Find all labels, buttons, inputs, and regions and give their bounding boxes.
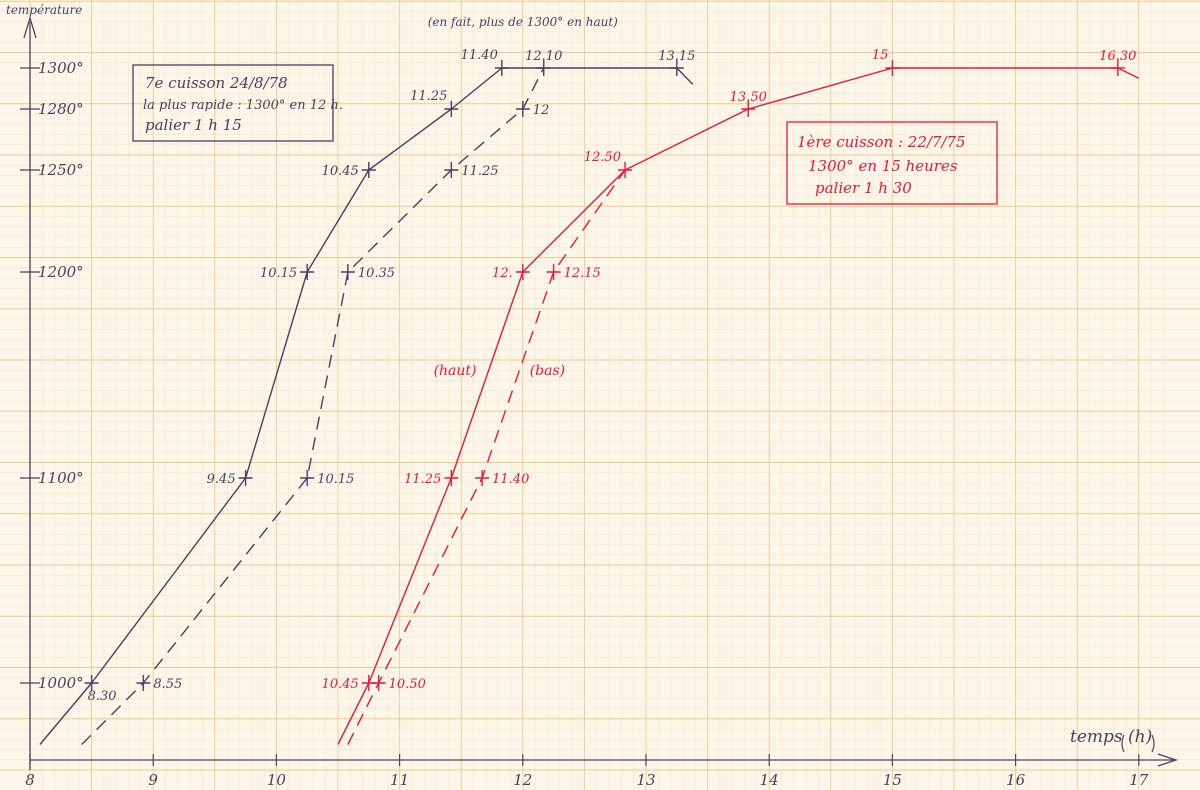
series-3-point-mark [515, 264, 530, 280]
series-1-point-label: 11.25 [410, 89, 447, 104]
series-1-point-label: 12.10 [525, 49, 562, 64]
series-1-point-label: 13.15 [658, 49, 695, 64]
x-tick-label: 15 [883, 771, 902, 789]
series-1-point-mark [444, 101, 459, 117]
x-tick-labels: 8 9 10 11 12 13 14 15 16 17 [25, 754, 1149, 789]
x-axis-label-paren-open [1121, 734, 1125, 753]
box-7e-cuisson-line-2: la plus rapide : 1300° en 12 h. [143, 98, 343, 113]
box-1ere-cuisson-line-3: palier 1 h 30 [815, 179, 912, 197]
series-2-point-mark [300, 470, 315, 486]
series-2-point-mark [136, 675, 151, 691]
series-1-line [39, 67, 694, 745]
y-tick-label: 1300° [38, 59, 84, 77]
series-1-point-label: 9.45 [207, 472, 236, 487]
series-1-point-mark [84, 675, 99, 691]
series-2-point-mark [340, 264, 355, 280]
x-tick-label: 9 [148, 771, 158, 789]
series-2-point-label: 8.55 [153, 677, 182, 692]
box-7e-cuisson-line-1: 7e cuisson 24/8/78 [145, 74, 288, 92]
series-3-point-label: 11.25 [404, 472, 441, 487]
x-tick-label: 10 [267, 771, 287, 789]
box-1ere-cuisson-line-1: 1ère cuisson : 22/7/75 [797, 133, 966, 151]
box-1ere-cuisson-line-2: 1300° en 15 heures [808, 157, 958, 175]
series-4-point-label: 10.50 [389, 677, 426, 692]
series-3-point-mark [444, 470, 459, 486]
x-tick-label: 14 [760, 771, 779, 789]
series-4-point-mark [371, 675, 386, 691]
point-labels: 8.30 9.45 10.15 10.45 11.25 11.40 12.10 13.15 8.… [88, 48, 1137, 704]
x-axis-label-paren-close [1151, 734, 1155, 753]
series-3-point-label: 10.45 [322, 677, 359, 692]
series-3-point-label: 15 [872, 48, 889, 63]
series-3-point-label: 12.50 [584, 150, 621, 165]
series-1-point-mark [238, 470, 253, 486]
series-2-point-label: 11.25 [461, 164, 498, 179]
x-tick-label: 16 [1006, 771, 1026, 789]
series-1-point-mark [669, 60, 684, 76]
series-1-point-label: 10.15 [260, 266, 297, 281]
y-tick-label: 1000° [38, 674, 84, 692]
annotations: (en fait, plus de 1300° en haut) (haut) (b… [428, 15, 618, 379]
y-tick-label: 1280° [38, 100, 84, 118]
box-1ere-cuisson-frame [786, 121, 998, 205]
series-3-point-mark [885, 60, 900, 76]
series-2-point-label: 12 [533, 103, 550, 118]
y-tick-label: 1100° [38, 469, 84, 487]
legend-box-7e-cuisson: 7e cuisson 24/8/78 la plus rapide : 1300… [132, 64, 343, 142]
series-3-point-label: 16.30 [1099, 49, 1136, 64]
box-7e-cuisson-frame [132, 64, 334, 142]
y-tick-label: 1250° [38, 161, 84, 179]
series-1-point-mark [494, 60, 509, 76]
series-3-point-mark [741, 101, 756, 117]
y-axis-arrow [23, 15, 37, 39]
series-1-point-label: 8.30 [88, 689, 117, 704]
series-4-point-mark [475, 470, 490, 486]
annotation-2: (haut) [434, 363, 477, 379]
y-tick-label: 1200° [38, 263, 84, 281]
series-1-point-label: 11.40 [461, 48, 498, 63]
series-1-point-mark [300, 264, 315, 280]
series-3-point-mark [1110, 60, 1125, 76]
series-4-point-label: 11.40 [492, 472, 529, 487]
box-7e-cuisson-line-3: palier 1 h 15 [145, 116, 242, 134]
legend-box-1ere-cuisson: 1ère cuisson : 22/7/75 1300° en 15 heure… [786, 121, 998, 205]
x-tick-label: 13 [636, 771, 655, 789]
series-3-point-label: 12. [492, 266, 513, 281]
x-axis-arrow [1157, 753, 1179, 767]
annotation-3: (bas) [530, 363, 565, 379]
x-tick-label: 12 [513, 771, 532, 789]
series-2-point-label: 10.15 [317, 472, 354, 487]
axes [23, 15, 1179, 770]
annotation-1: (en fait, plus de 1300° en haut) [428, 15, 618, 29]
series-2-point-mark [444, 162, 459, 178]
series-4-point-mark [546, 264, 561, 280]
x-axis-label: temps (h) [1070, 727, 1152, 747]
series-layer [39, 60, 1140, 745]
y-tick-labels: 1000° 1100° 1200° 1250° 1280° 1300° [20, 59, 84, 692]
series-2-point-mark [515, 101, 530, 117]
series-3-point-label: 13.50 [730, 90, 767, 105]
x-tick-label: 11 [390, 771, 409, 789]
series-1-point-mark [361, 162, 376, 178]
x-tick-label: 17 [1129, 771, 1149, 789]
series-4-point-label: 12.15 [564, 266, 601, 281]
x-tick-label: 8 [25, 771, 35, 789]
series-1-point-label: 10.45 [322, 164, 359, 179]
y-axis-label: température [6, 3, 82, 17]
series-1-point-mark [536, 60, 551, 76]
series-2-point-label: 10.35 [358, 266, 395, 281]
